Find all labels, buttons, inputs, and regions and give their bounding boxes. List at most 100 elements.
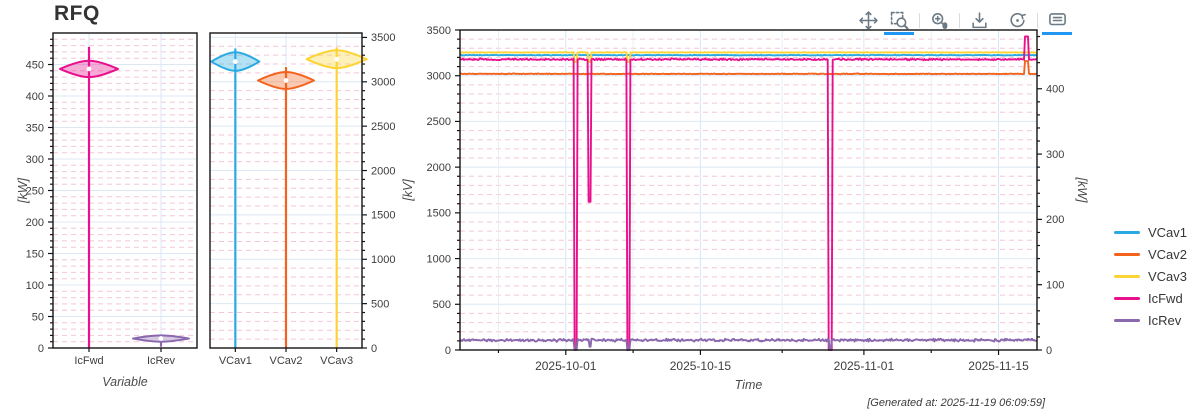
svg-text:100: 100 <box>26 280 44 292</box>
svg-text:400: 400 <box>26 91 44 103</box>
svg-text:2000: 2000 <box>427 162 451 174</box>
svg-text:2500: 2500 <box>371 121 395 133</box>
violin-VCav1 <box>210 48 261 348</box>
svg-text:0: 0 <box>38 343 44 355</box>
wheel-zoom-icon <box>932 12 948 29</box>
violin-kw-panel: 0 50 100 150 200 250 300 350 400 450 [kW] IcFwd IcRe… <box>16 32 198 389</box>
legend-item-VCav2[interactable]: VCav2 <box>1114 246 1187 263</box>
svg-text:100: 100 <box>1046 279 1064 291</box>
generated-at-caption: [Generated at: 2025-11-19 06:09:59] <box>867 397 1045 409</box>
svg-text:0: 0 <box>371 343 377 355</box>
series-VCav2 <box>459 60 1038 76</box>
tool-save[interactable] <box>966 7 993 34</box>
svg-text:300: 300 <box>26 154 44 166</box>
svg-text:500: 500 <box>371 298 389 310</box>
legend-item-VCav3[interactable]: VCav3 <box>1114 268 1187 285</box>
svg-text:3500: 3500 <box>427 25 451 37</box>
svg-text:Time: Time <box>735 378 763 392</box>
box-zoom-icon <box>890 11 909 30</box>
svg-text:300: 300 <box>1046 149 1064 161</box>
svg-text:IcRev: IcRev <box>147 355 176 367</box>
x-axis: 2025-10-01 2025-10-15 2025-11-01 2025-11-15… <box>497 350 1029 392</box>
svg-text:2500: 2500 <box>427 116 451 128</box>
legend-swatch <box>1114 231 1140 234</box>
svg-text:VCav2: VCav2 <box>269 355 302 367</box>
legend-label: IcFwd <box>1148 291 1183 306</box>
violin-IcRev <box>132 334 190 347</box>
gridlines <box>53 33 197 348</box>
svg-text:200: 200 <box>26 217 44 229</box>
tool-wheel-zoom[interactable] <box>926 7 953 34</box>
violin-IcFwd <box>59 46 119 348</box>
y-axis-right: 0 100 200 300 400 [kW] <box>1037 35 1089 357</box>
svg-text:IcFwd: IcFwd <box>74 355 103 367</box>
svg-text:2025-10-01: 2025-10-01 <box>535 359 597 373</box>
legend-label: VCav1 <box>1148 225 1188 240</box>
series-IcRev <box>459 337 1038 351</box>
y-axis: 0 500 1000 1500 2000 2500 3000 3500 <box>362 32 395 355</box>
legend-label: VCav2 <box>1148 247 1188 262</box>
legend-swatch <box>1114 319 1140 322</box>
svg-text:1500: 1500 <box>371 210 395 222</box>
tool-box-zoom[interactable] <box>884 7 914 35</box>
legend-item-IcFwd[interactable]: IcFwd <box>1114 290 1187 307</box>
y-axis: 0 50 100 150 200 250 300 350 400 450 [kW] <box>16 38 53 355</box>
svg-text:3000: 3000 <box>371 77 395 89</box>
tool-hover[interactable] <box>1042 7 1072 35</box>
svg-text:1000: 1000 <box>427 253 451 265</box>
svg-text:500: 500 <box>433 299 451 311</box>
svg-text:350: 350 <box>26 122 44 134</box>
legend-swatch <box>1114 253 1140 256</box>
svg-text:150: 150 <box>26 248 44 260</box>
tool-pan[interactable] <box>855 7 882 34</box>
svg-text:2025-11-01: 2025-11-01 <box>834 359 895 373</box>
svg-text:[kW]: [kW] <box>16 177 30 204</box>
page-title: RFQ <box>54 2 100 25</box>
svg-text:400: 400 <box>1046 84 1064 96</box>
timeseries-plot-area[interactable] <box>460 30 1037 350</box>
svg-text:2025-11-15: 2025-11-15 <box>968 359 1029 373</box>
svg-text:450: 450 <box>26 59 44 71</box>
legend-item-IcRev[interactable]: IcRev <box>1114 312 1187 329</box>
svg-text:VCav3: VCav3 <box>320 355 353 367</box>
active-tool-indicator <box>884 31 914 35</box>
violin-kw-plot-area[interactable] <box>53 33 197 348</box>
svg-text:1000: 1000 <box>371 254 395 266</box>
legend: VCav1 VCav2 VCav3 IcFwd IcRev <box>1114 224 1187 329</box>
active-tool-indicator <box>1042 31 1072 35</box>
svg-text:2000: 2000 <box>371 165 395 177</box>
toolbar-separator <box>1037 12 1038 28</box>
tool-reset[interactable] <box>1004 7 1031 34</box>
svg-text:2025-10-15: 2025-10-15 <box>670 359 732 373</box>
violin-kv-plot-area[interactable] <box>210 33 362 348</box>
legend-label: VCav3 <box>1148 269 1188 284</box>
svg-text:200: 200 <box>1046 214 1064 226</box>
svg-text:[kW]: [kW] <box>1075 177 1089 204</box>
svg-text:0: 0 <box>445 345 451 357</box>
svg-text:Variable: Variable <box>102 375 147 389</box>
svg-text:0: 0 <box>1046 345 1052 357</box>
svg-text:50: 50 <box>32 311 44 323</box>
svg-text:VCav1: VCav1 <box>219 355 252 367</box>
series-VCav3 <box>459 51 1038 63</box>
x-axis: VCav1 VCav2 VCav3 <box>219 348 353 367</box>
svg-text:250: 250 <box>26 185 44 197</box>
y-axis-left: 0 500 1000 1500 2000 2500 3000 3500 [kV] <box>401 25 460 357</box>
svg-text:[kV]: [kV] <box>401 179 415 202</box>
series-VCav1 <box>459 53 1038 57</box>
save-icon <box>972 11 987 28</box>
hover-icon <box>1049 12 1066 25</box>
timeseries-panel: 0 500 1000 1500 2000 2500 3000 3500 [kV] 0 100 200 3… <box>401 25 1089 392</box>
svg-text:3000: 3000 <box>427 71 451 83</box>
plot-toolbar <box>853 6 1073 35</box>
svg-text:3500: 3500 <box>371 32 395 44</box>
legend-swatch <box>1114 297 1140 300</box>
legend-swatch <box>1114 275 1140 278</box>
violin-VCav2 <box>257 67 315 348</box>
legend-item-VCav1[interactable]: VCav1 <box>1114 224 1187 241</box>
toolbar-separator <box>919 12 920 28</box>
svg-text:1500: 1500 <box>427 208 451 220</box>
